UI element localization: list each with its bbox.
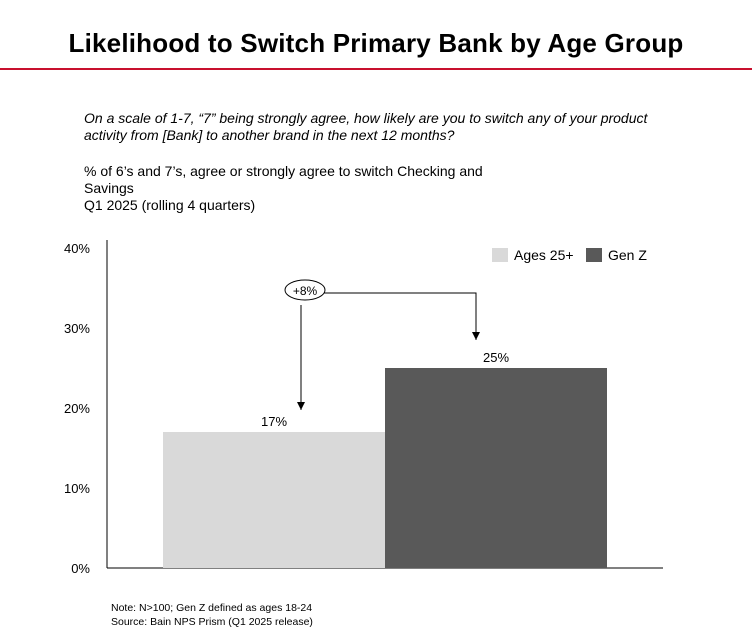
annotation-arrow-right xyxy=(323,292,480,340)
title-divider xyxy=(0,68,752,70)
chart-title: Likelihood to Switch Primary Bank by Age… xyxy=(68,28,684,58)
y-tick-label: 0% xyxy=(71,561,90,576)
footnote-source: Source: Bain NPS Prism (Q1 2025 release) xyxy=(111,616,313,628)
bar-value-label: 17% xyxy=(261,414,287,429)
footnotes: Note: N>100; Gen Z defined as ages 18-24… xyxy=(111,601,313,629)
survey-question: On a scale of 1-7, “7” being strongly ag… xyxy=(84,110,648,143)
bar-ages-25-plus xyxy=(163,432,385,568)
footnote-note: Note: N>100; Gen Z defined as ages 18-24 xyxy=(111,602,313,614)
y-tick-label: 10% xyxy=(64,481,90,496)
y-tick-label: 40% xyxy=(64,241,90,256)
metric-description: % of 6’s and 7’s, agree or strongly agre… xyxy=(84,163,483,196)
legend-swatch xyxy=(586,248,602,262)
annotation-bubble xyxy=(284,279,326,301)
legend-swatch xyxy=(492,248,508,262)
legend-label: Ages 25+ xyxy=(514,247,574,263)
bar-value-label: 25% xyxy=(483,350,509,365)
annotation-label: +8% xyxy=(293,284,318,298)
y-tick-label: 20% xyxy=(64,401,90,416)
legend-label: Gen Z xyxy=(608,247,647,263)
y-tick-label: 30% xyxy=(64,321,90,336)
bar-gen-z xyxy=(385,368,607,568)
bar-chart: 0% 10% 20% 30% 40% 17% 25% +8% Ages 25+ Gen Z xyxy=(64,240,663,576)
time-period: Q1 2025 (rolling 4 quarters) xyxy=(84,197,256,213)
